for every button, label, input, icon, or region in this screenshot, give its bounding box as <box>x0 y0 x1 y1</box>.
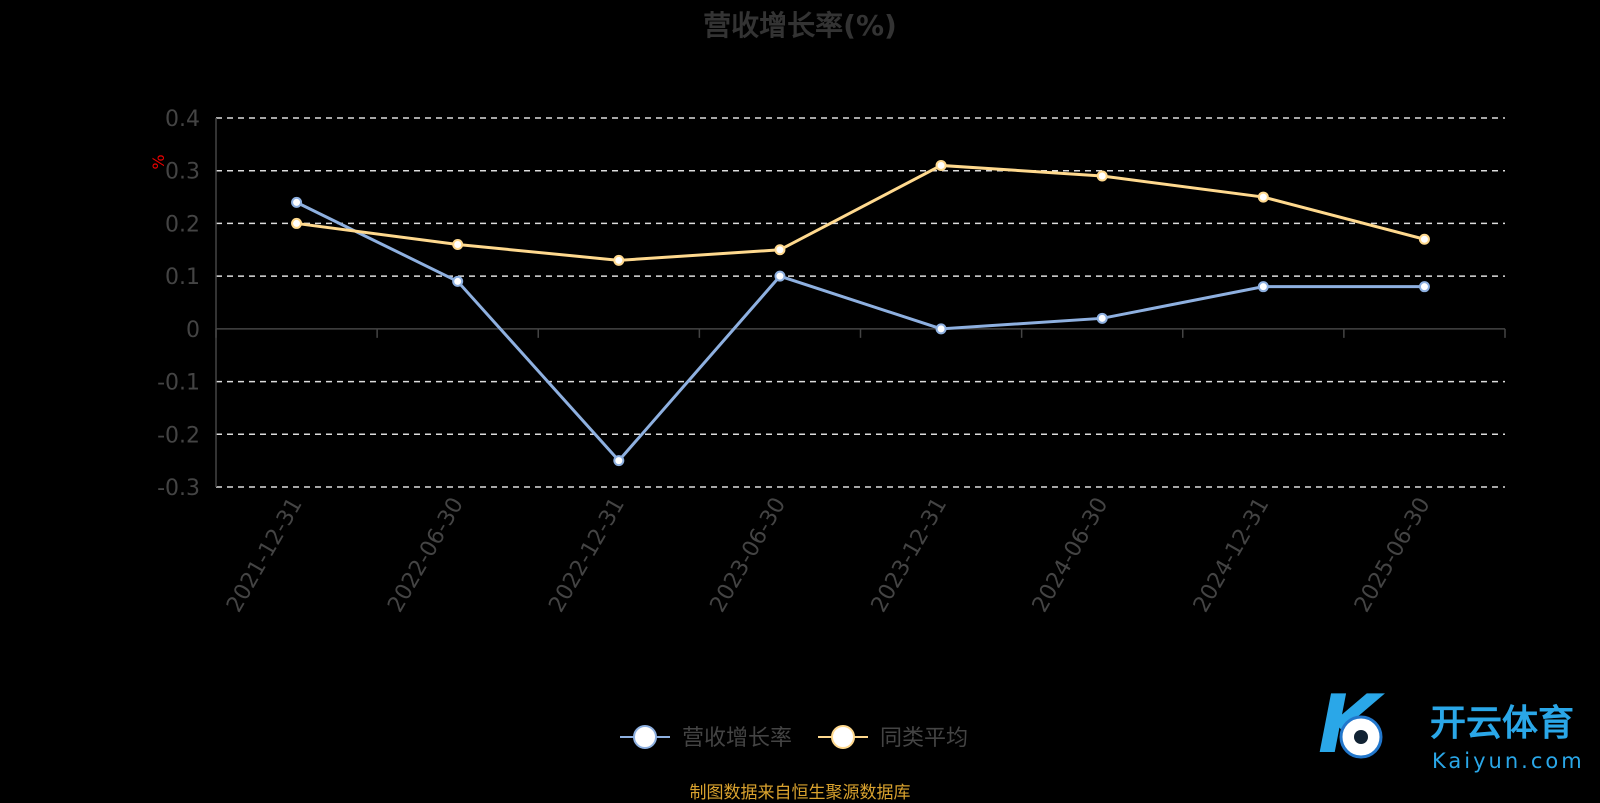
y-axis-label: % <box>149 154 168 169</box>
data-point <box>291 196 303 208</box>
legend-label: 营收增长率 <box>682 726 792 751</box>
chart-title: 营收增长率(%) <box>703 9 897 42</box>
data-point <box>1418 233 1430 245</box>
y-tick-label: 0.2 <box>165 212 200 237</box>
data-point <box>1096 170 1108 182</box>
x-tick-label: 2023-06-30 <box>706 494 792 617</box>
series-line <box>295 200 1425 463</box>
data-point <box>1257 191 1269 203</box>
x-tick-label: 2022-12-31 <box>544 494 630 617</box>
data-source-note: 制图数据来自恒生聚源数据库 <box>689 783 911 803</box>
svg-text:Kaiyun.com: Kaiyun.com <box>1432 749 1585 773</box>
y-tick-label: 0 <box>186 318 200 343</box>
data-point <box>613 455 625 467</box>
data-point <box>935 159 947 171</box>
x-tick-label: 2025-06-30 <box>1350 494 1436 617</box>
y-tick-label: -0.3 <box>157 476 200 501</box>
legend-marker <box>633 725 657 749</box>
y-tick-label: -0.2 <box>157 423 200 448</box>
data-point <box>935 323 947 335</box>
x-tick-label: 2024-06-30 <box>1028 494 1114 617</box>
x-tick-label: 2022-06-30 <box>383 494 469 617</box>
y-tick-label: -0.1 <box>157 371 200 396</box>
y-tick-label: 0.4 <box>165 107 200 132</box>
x-tick-label: 2024-12-31 <box>1189 494 1275 617</box>
x-tick-label: 2023-12-31 <box>867 494 953 617</box>
svg-text:开云体育: 开云体育 <box>1430 703 1574 744</box>
data-point <box>774 270 786 282</box>
data-point <box>291 217 303 229</box>
y-tick-label: 0.1 <box>165 265 200 290</box>
data-point <box>1096 312 1108 324</box>
legend-label: 同类平均 <box>880 726 968 751</box>
data-point <box>774 244 786 256</box>
x-tick-label: 2021-12-31 <box>222 494 308 617</box>
y-tick-label: 0.3 <box>165 160 200 185</box>
data-point <box>1257 281 1269 293</box>
data-point <box>613 254 625 266</box>
watermark-logo: K 开云体育 Kaiyun.com <box>1318 678 1585 773</box>
legend-marker <box>831 725 855 749</box>
data-point <box>452 239 464 251</box>
series-line <box>296 163 1425 262</box>
data-point <box>1418 281 1430 293</box>
data-point <box>452 275 464 287</box>
